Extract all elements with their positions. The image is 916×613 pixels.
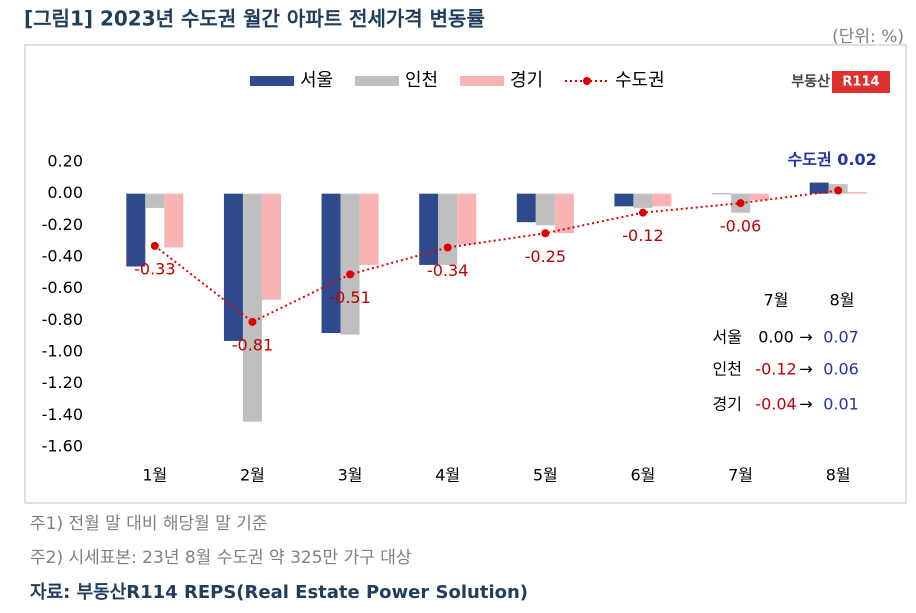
table-from: -0.04 bbox=[755, 395, 796, 414]
bar bbox=[223, 193, 243, 341]
point bbox=[736, 199, 745, 208]
data-label: -0.51 bbox=[329, 288, 370, 307]
x-tick-label: 3월 bbox=[338, 466, 363, 485]
y-tick-label: 0.00 bbox=[47, 183, 83, 202]
data-label: -0.12 bbox=[622, 226, 663, 245]
bar bbox=[321, 193, 341, 333]
data-label: 수도권 0.02 bbox=[788, 150, 877, 169]
table-header: 7월 bbox=[764, 291, 789, 310]
x-tick-label: 6월 bbox=[630, 466, 655, 485]
data-label: -0.33 bbox=[134, 259, 175, 278]
legend-swatch bbox=[355, 76, 399, 86]
data-label: -0.06 bbox=[720, 217, 761, 236]
x-tick-label: 1월 bbox=[142, 466, 167, 485]
x-tick-label: 7월 bbox=[728, 466, 753, 485]
logo-text: R114 bbox=[842, 75, 879, 90]
table-from: 0.00 bbox=[758, 328, 794, 347]
point bbox=[248, 317, 257, 326]
line bbox=[154, 189, 839, 324]
data-label: -0.81 bbox=[232, 335, 273, 354]
legend-label: 서울 bbox=[300, 70, 333, 91]
bar bbox=[457, 193, 477, 245]
table-header: 8월 bbox=[830, 291, 855, 310]
point bbox=[150, 241, 159, 250]
bar bbox=[516, 193, 536, 223]
legend-swatch bbox=[460, 76, 504, 86]
table-arrow: → bbox=[799, 328, 812, 347]
table-to: 0.07 bbox=[823, 328, 859, 347]
bar bbox=[242, 193, 262, 422]
logo-text: 부동산 bbox=[791, 73, 830, 90]
chart-frame bbox=[24, 44, 907, 504]
bar bbox=[712, 193, 732, 195]
bar bbox=[535, 193, 555, 226]
logo: 부동산 R114 bbox=[791, 71, 890, 93]
bar bbox=[419, 193, 439, 265]
y-tick-label: -1.00 bbox=[42, 342, 83, 361]
table-arrow: → bbox=[799, 395, 812, 414]
legend-marker bbox=[583, 77, 591, 85]
x-tick-label: 2월 bbox=[240, 466, 265, 485]
point bbox=[346, 270, 355, 279]
table-from: -0.12 bbox=[755, 360, 796, 379]
y-tick-label: -0.20 bbox=[42, 215, 83, 234]
table-to: 0.06 bbox=[823, 360, 859, 379]
data-label: -0.25 bbox=[525, 247, 566, 266]
chart-title: [그림1] 2023년 수도권 월간 아파트 전세가격 변동률 bbox=[24, 7, 485, 31]
y-tick-label: -0.40 bbox=[42, 247, 83, 266]
data-label: -0.34 bbox=[427, 261, 468, 280]
x-tick-label: 5월 bbox=[533, 466, 558, 485]
bar bbox=[164, 193, 184, 248]
bar bbox=[614, 193, 634, 207]
note: 주1) 전월 말 대비 해당월 말 기준 bbox=[30, 514, 268, 534]
bar bbox=[126, 193, 146, 267]
point bbox=[834, 186, 843, 195]
legend-swatch bbox=[250, 76, 294, 86]
y-tick-label: -1.40 bbox=[42, 405, 83, 424]
bar bbox=[809, 182, 829, 194]
bar bbox=[261, 193, 281, 300]
bar bbox=[145, 193, 165, 208]
y-tick-label: 0.20 bbox=[47, 152, 83, 171]
legend-label: 인천 bbox=[405, 70, 438, 91]
bar bbox=[340, 193, 360, 335]
bar bbox=[847, 192, 867, 194]
bar bbox=[652, 193, 672, 207]
y-tick-label: -0.60 bbox=[42, 278, 83, 297]
table-row-name: 경기 bbox=[713, 395, 742, 414]
point bbox=[638, 208, 647, 217]
x-tick-label: 4월 bbox=[435, 466, 460, 485]
point bbox=[541, 229, 550, 238]
bar bbox=[633, 193, 653, 208]
y-tick-label: -1.20 bbox=[42, 373, 83, 392]
y-tick-label: -0.80 bbox=[42, 310, 83, 329]
table-arrow: → bbox=[799, 360, 812, 379]
table-row-name: 서울 bbox=[713, 328, 742, 347]
table-to: 0.01 bbox=[823, 395, 859, 414]
x-tick-label: 8월 bbox=[826, 466, 851, 485]
bar bbox=[438, 193, 458, 265]
bar bbox=[750, 193, 770, 200]
logo-box bbox=[832, 71, 890, 93]
bar bbox=[359, 193, 379, 265]
point bbox=[443, 243, 452, 252]
table-row-name: 인천 bbox=[713, 360, 742, 379]
legend-label: 경기 bbox=[510, 70, 543, 91]
note: 주2) 시세표본: 23년 8월 수도권 약 325만 가구 대상 bbox=[30, 548, 412, 568]
bar bbox=[554, 193, 574, 234]
unit-label: (단위: %) bbox=[832, 27, 904, 47]
source: 자료: 부동산R114 REPS(Real Estate Power Solut… bbox=[30, 582, 528, 603]
y-tick-label: -1.60 bbox=[42, 437, 83, 456]
legend-label: 수도권 bbox=[615, 70, 665, 91]
